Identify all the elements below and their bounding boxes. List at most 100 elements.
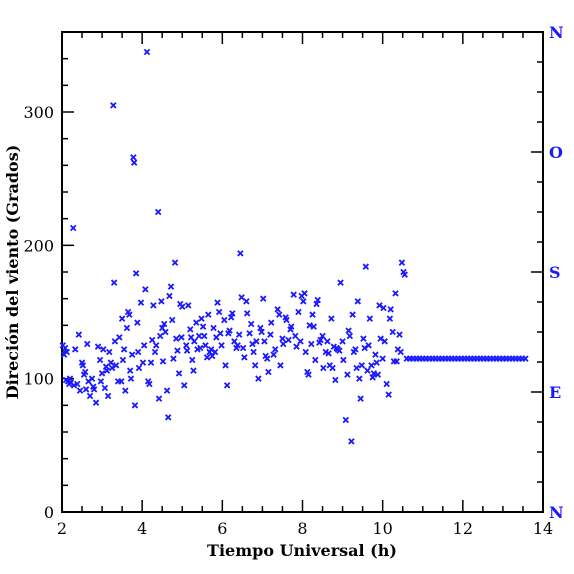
data-point bbox=[368, 362, 375, 369]
data-point bbox=[305, 371, 312, 378]
data-point bbox=[98, 370, 106, 377]
data-point bbox=[306, 322, 313, 329]
data-point bbox=[211, 348, 219, 356]
data-point bbox=[97, 378, 105, 385]
data-point bbox=[198, 315, 205, 322]
data-point bbox=[181, 382, 188, 389]
data-point bbox=[235, 331, 243, 338]
data-point bbox=[92, 399, 100, 406]
data-point bbox=[392, 290, 399, 297]
data-point bbox=[156, 332, 164, 340]
data-point bbox=[319, 332, 326, 340]
data-point bbox=[107, 359, 115, 366]
data-point bbox=[356, 375, 363, 382]
data-point bbox=[386, 315, 394, 322]
data-point bbox=[104, 392, 112, 400]
data-point bbox=[247, 320, 255, 328]
x-tick-label: 8 bbox=[297, 519, 307, 538]
data-point bbox=[396, 331, 403, 338]
data-point bbox=[132, 270, 140, 277]
x-axis-title: Tiempo Universal (h) bbox=[207, 541, 397, 560]
data-point bbox=[345, 327, 352, 334]
data-point bbox=[263, 355, 271, 362]
data-point bbox=[137, 299, 145, 306]
data-point bbox=[243, 298, 250, 305]
y-tick-label: 200 bbox=[23, 236, 54, 255]
data-point bbox=[118, 378, 125, 385]
data-point bbox=[290, 291, 297, 298]
data-point bbox=[295, 308, 302, 316]
x-tick-label: 14 bbox=[533, 519, 553, 538]
data-point bbox=[79, 362, 87, 369]
data-point bbox=[171, 259, 179, 266]
data-point bbox=[250, 348, 257, 356]
y-tick-label: 0 bbox=[44, 503, 54, 522]
data-point bbox=[210, 324, 217, 332]
data-point bbox=[178, 334, 185, 341]
data-point bbox=[255, 375, 262, 382]
data-point bbox=[522, 355, 529, 362]
data-point bbox=[277, 362, 284, 369]
data-point bbox=[352, 346, 359, 353]
data-point bbox=[265, 368, 272, 376]
data-point bbox=[152, 342, 160, 349]
data-point bbox=[126, 367, 134, 374]
data-point bbox=[82, 368, 89, 376]
x-tick-label: 12 bbox=[453, 519, 473, 538]
data-point bbox=[357, 395, 364, 402]
data-point bbox=[369, 374, 376, 381]
data-point bbox=[73, 380, 81, 388]
y-tick-label: 100 bbox=[23, 370, 54, 389]
data-point bbox=[329, 364, 336, 372]
data-point bbox=[134, 319, 141, 326]
data-point bbox=[272, 346, 279, 353]
data-point bbox=[361, 344, 368, 352]
data-point bbox=[126, 311, 133, 318]
data-point bbox=[221, 316, 228, 324]
data-point bbox=[215, 308, 223, 316]
data-point bbox=[398, 259, 406, 266]
data-point bbox=[170, 355, 177, 362]
data-point bbox=[274, 306, 281, 313]
x-axis-ticks: 2 4 6 8 10 12 14 bbox=[57, 32, 553, 538]
data-point bbox=[143, 48, 151, 56]
data-point bbox=[324, 338, 331, 345]
data-point bbox=[175, 370, 183, 377]
data-point bbox=[353, 364, 360, 372]
data-point bbox=[393, 358, 400, 365]
data-point bbox=[203, 354, 211, 361]
data-point bbox=[110, 279, 118, 286]
x-tick-label: 6 bbox=[217, 519, 227, 538]
data-point bbox=[142, 286, 149, 293]
y-tick-label: 300 bbox=[23, 103, 54, 122]
data-point bbox=[241, 354, 248, 361]
data-point bbox=[101, 384, 109, 392]
data-point bbox=[63, 348, 71, 356]
data-point bbox=[389, 328, 396, 336]
data-point bbox=[249, 340, 256, 348]
data-point bbox=[336, 347, 343, 354]
data-point bbox=[279, 335, 286, 342]
data-point bbox=[76, 387, 84, 394]
data-point bbox=[380, 304, 387, 312]
data-point bbox=[84, 340, 91, 348]
data-point bbox=[197, 344, 204, 352]
data-point bbox=[174, 347, 181, 354]
compass-label: N bbox=[549, 23, 564, 42]
data-point bbox=[373, 359, 380, 366]
y-axis-ticks: 0 100 200 300 bbox=[23, 57, 74, 522]
data-point bbox=[139, 359, 147, 366]
data-point bbox=[222, 362, 229, 369]
data-point bbox=[106, 348, 113, 356]
data-point bbox=[317, 336, 324, 344]
data-point bbox=[183, 347, 191, 354]
data-point bbox=[288, 323, 295, 330]
data-point bbox=[267, 319, 275, 326]
right-axis-compass: N E S O N bbox=[531, 23, 564, 522]
data-point bbox=[160, 320, 168, 328]
data-point bbox=[163, 387, 171, 394]
data-point bbox=[348, 438, 355, 445]
data-point bbox=[190, 367, 197, 374]
data-point bbox=[320, 364, 327, 372]
